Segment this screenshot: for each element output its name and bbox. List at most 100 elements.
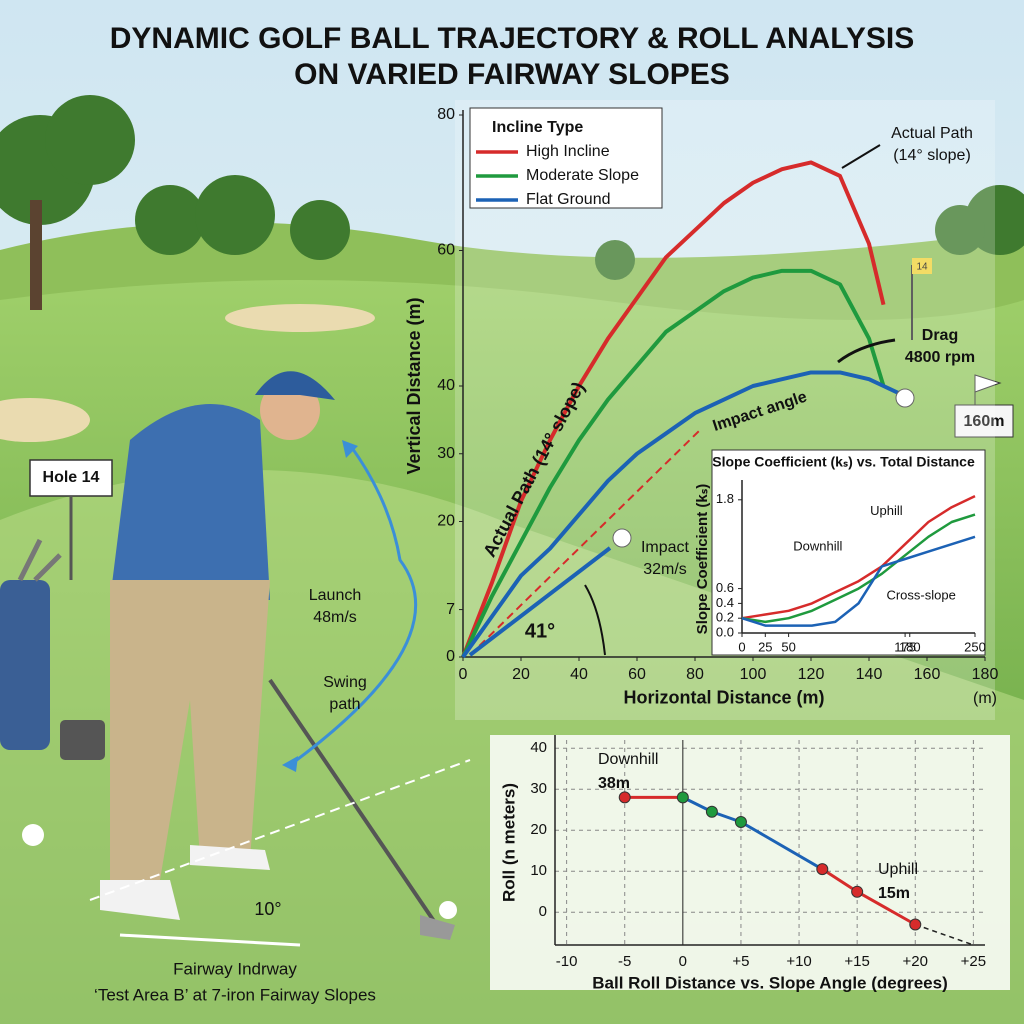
y-tick-label: 60: [437, 242, 455, 259]
flag-number: 14: [916, 262, 928, 273]
annotation: Impact: [641, 539, 690, 556]
roll-annotations: Downhill 38m Uphill 15m: [598, 751, 918, 902]
legend-label: High Incline: [526, 143, 610, 160]
chart-title: Slope Coefficient (kₛ) vs. Total Distanc…: [712, 454, 975, 470]
x-tick-label: 140: [856, 666, 883, 683]
point: [909, 918, 922, 931]
inset-panel: [711, 449, 986, 656]
y-axis-label: Vertical Distance (m): [404, 297, 424, 474]
series-line: [741, 535, 976, 627]
y-tick-label: 0.0: [716, 624, 734, 639]
title: ON VARIED FAIRWAY SLOPES: [294, 58, 730, 91]
x-tick-label: +5: [732, 953, 749, 970]
title: DYNAMIC GOLF BALL TRAJECTORY & ROLL ANAL…: [110, 22, 915, 55]
swing-label: path: [329, 696, 360, 713]
point: [734, 816, 747, 828]
roll-panel: [490, 735, 1010, 990]
series-segment: [856, 890, 917, 926]
ball: [895, 388, 915, 408]
x-tick-label: 20: [512, 666, 530, 683]
legend-label: Moderate Slope: [526, 167, 639, 184]
y-axis-label: Roll (n meters): [499, 783, 518, 902]
marker-flag: [974, 374, 1002, 405]
hole-sign: Hole 14: [43, 469, 100, 486]
x-tick-label: 0: [459, 666, 468, 683]
x-tick-label: 60: [628, 666, 646, 683]
distance-board: [954, 404, 1014, 438]
x-axis-label: Ball Roll Distance vs. Slope Angle (degr…: [592, 973, 948, 992]
y-tick-label: 1.8: [716, 491, 734, 506]
golfer: [100, 371, 457, 940]
slope-line: [119, 933, 301, 947]
y-tick-label: 7: [446, 601, 455, 618]
arrow: [837, 338, 896, 364]
point: [705, 805, 718, 818]
caption: Fairway Indrway: [173, 959, 297, 978]
roll-chart: 0 10 20 30 40 -10 -5 0 +5 +10 +15 +20 +25 Ball Roll D…: [499, 735, 986, 992]
legend-label: Flat Ground: [526, 191, 610, 208]
annotation: 38m: [598, 775, 630, 792]
extension-line: [915, 923, 974, 946]
annotation: 32m/s: [643, 561, 687, 578]
series-segment: [740, 820, 824, 871]
distance-marker: 160m: [964, 413, 1005, 430]
annotation: 15m: [878, 885, 910, 902]
annotation: 41°: [525, 620, 555, 642]
flag: [912, 258, 932, 274]
x-tick-label: 180: [899, 639, 921, 654]
series-line: [741, 513, 976, 624]
ball: [612, 528, 632, 548]
y-tick-label: 40: [530, 739, 547, 756]
series-label: Uphill: [870, 503, 903, 518]
legend-box: [469, 107, 663, 209]
x-tick-label: 0: [738, 639, 745, 654]
bunker: [225, 304, 375, 332]
y-tick-label: 0.4: [716, 595, 734, 610]
point: [816, 863, 829, 876]
annotation: Drag: [922, 327, 958, 344]
y-tick-label: 20: [530, 821, 547, 838]
arrow: [841, 144, 881, 169]
slope-angle: 10°: [254, 899, 281, 919]
x-tick-label: 0: [679, 953, 687, 970]
caption: ‘Test Area B’ at 7-iron Fairway Slopes: [94, 985, 376, 1004]
x-unit: (m): [973, 690, 997, 707]
annotation: Uphill: [878, 861, 918, 878]
annotation: 4800 rpm: [905, 349, 975, 366]
angle-arc: [584, 584, 606, 656]
y-tick-label: 80: [437, 106, 455, 123]
x-tick-label: +25: [961, 953, 986, 970]
swing-arc: [289, 444, 418, 767]
golf-bag: [0, 538, 105, 846]
y-tick-label: 30: [530, 780, 547, 797]
impact-line: [469, 429, 701, 656]
x-axis-label: Horizontal Distance (m): [623, 687, 824, 707]
series-label: Downhill: [793, 539, 842, 554]
annotation: Actual Path: [891, 125, 973, 142]
x-tick-label: 175: [894, 639, 916, 654]
annotation: (14° slope): [893, 147, 971, 164]
y-tick-label: 10: [530, 862, 547, 879]
point: [851, 885, 864, 898]
x-tick-label: 40: [570, 666, 588, 683]
swing-label: Swing: [323, 674, 367, 691]
impact-vector: [468, 546, 612, 657]
series-segment: [821, 867, 858, 893]
x-tick-label: 50: [781, 639, 795, 654]
y-tick-label: 0: [539, 903, 547, 920]
target-line: [89, 759, 471, 901]
x-tick-label: -10: [556, 953, 578, 970]
point: [676, 791, 689, 804]
legend-title: Incline Type: [492, 119, 583, 136]
y-tick-label: 40: [437, 377, 455, 394]
x-tick-label: 180: [972, 666, 999, 683]
y-tick-label: 0: [446, 648, 455, 665]
y-axis-label: Slope Coefficient (kₛ): [694, 484, 711, 635]
launch-label: Launch: [309, 587, 362, 604]
x-tick-label: 120: [798, 666, 825, 683]
x-tick-label: +20: [903, 953, 928, 970]
y-tick-label: 0.6: [716, 580, 734, 595]
